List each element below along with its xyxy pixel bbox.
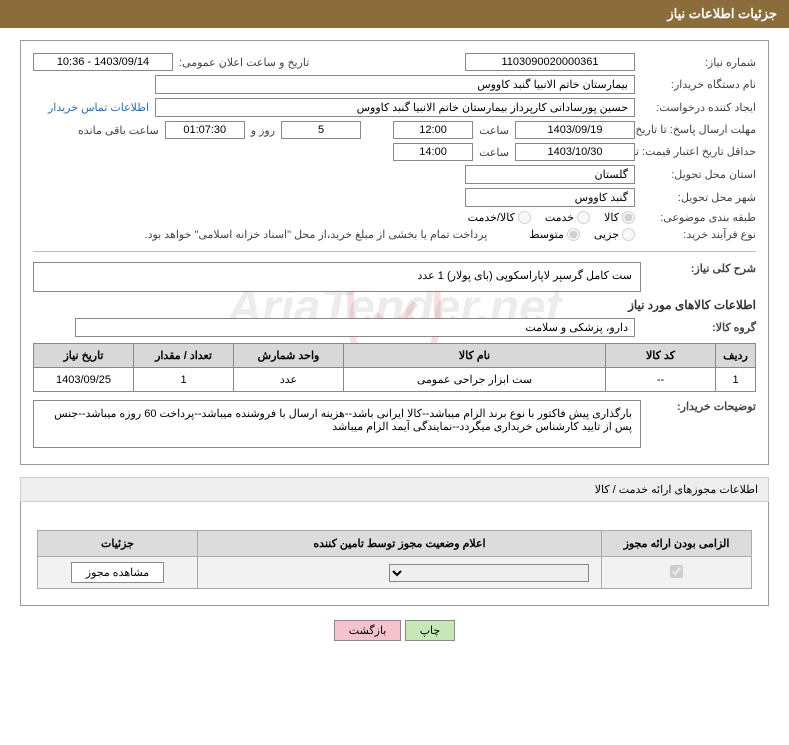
- page-header: جزئیات اطلاعات نیاز: [0, 0, 789, 28]
- validity-time-field: 14:00: [393, 143, 473, 161]
- remain-label: ساعت باقی مانده: [78, 124, 159, 137]
- buyer-org-field: بیمارستان خاتم الانبیا گنبد کاووس: [155, 75, 635, 94]
- radio-jozi[interactable]: جزیی: [594, 228, 635, 241]
- th-unit: واحد شمارش: [234, 344, 344, 368]
- th-code: کد کالا: [606, 344, 716, 368]
- cell-unit: عدد: [234, 368, 344, 392]
- validity-label: حداقل تاریخ اعتبار قیمت: تا تاریخ:: [641, 145, 756, 159]
- need-no-label: شماره نیاز:: [641, 56, 756, 69]
- radio-khadamat[interactable]: خدمت: [545, 211, 590, 224]
- category-label: طبقه بندی موضوعی:: [641, 211, 756, 224]
- license-panel-body: الزامی بودن ارائه مجوز اعلام وضعیت مجوز …: [20, 502, 769, 606]
- announce-label: تاریخ و ساعت اعلان عمومی:: [179, 56, 309, 69]
- deadline-time-field: 12:00: [393, 121, 473, 139]
- cell-rownum: 1: [716, 368, 756, 392]
- city-label: شهر محل تحویل:: [641, 191, 756, 204]
- remain-time-field: 01:07:30: [165, 121, 245, 139]
- group-label: گروه کالا:: [641, 321, 756, 334]
- province-field: گلستان: [465, 165, 635, 184]
- license-mandatory-cell: [602, 557, 752, 589]
- need-no-field: 1103090020000361: [465, 53, 635, 71]
- radio-kalakhadamat[interactable]: کالا/خدمت: [468, 211, 531, 224]
- table-row: 1 -- ست ابزار جراحی عمومی عدد 1 1403/09/…: [34, 368, 756, 392]
- process-label: نوع فرآیند خرید:: [641, 228, 756, 241]
- lth-details: جزئیات: [38, 531, 198, 557]
- separator-1: [33, 251, 756, 252]
- hour-label-1: ساعت: [479, 124, 509, 137]
- th-row: ردیف: [716, 344, 756, 368]
- license-row: مشاهده مجوز: [38, 557, 752, 589]
- print-button[interactable]: چاپ: [405, 620, 456, 641]
- contact-buyer-link[interactable]: اطلاعات تماس خریدار: [48, 101, 149, 114]
- days-count-field: 5: [281, 121, 361, 139]
- th-name: نام کالا: [344, 344, 606, 368]
- license-table: الزامی بودن ارائه مجوز اعلام وضعیت مجوز …: [37, 530, 752, 589]
- mandatory-checkbox: [670, 565, 683, 578]
- main-form-panel: شماره نیاز: 1103090020000361 تاریخ و ساع…: [20, 40, 769, 465]
- th-qty: تعداد / مقدار: [134, 344, 234, 368]
- deadline-date-field: 1403/09/19: [515, 121, 635, 139]
- deadline-label: مهلت ارسال پاسخ: تا تاریخ:: [641, 123, 756, 137]
- license-status-select[interactable]: [389, 564, 589, 582]
- view-license-button[interactable]: مشاهده مجوز: [71, 562, 164, 583]
- province-label: استان محل تحویل:: [641, 168, 756, 181]
- group-field: دارو، پزشکی و سلامت: [75, 318, 635, 337]
- city-field: گنبد کاووس: [465, 188, 635, 207]
- hour-label-2: ساعت: [479, 146, 509, 159]
- overall-desc-label: شرح کلی نیاز:: [647, 262, 756, 275]
- overall-desc-field: ست کامل گرسپر لاپاراسکوپی (بای پولار) 1 …: [33, 262, 641, 292]
- goods-table: ردیف کد کالا نام کالا واحد شمارش تعداد /…: [33, 343, 756, 392]
- requester-label: ایجاد کننده درخواست:: [641, 101, 756, 114]
- validity-date-field: 1403/10/30: [515, 143, 635, 161]
- cell-name: ست ابزار جراحی عمومی: [344, 368, 606, 392]
- requester-field: حسین پورساداتی کارپرداز بیمارستان خاتم ا…: [155, 98, 635, 117]
- license-panel-header: اطلاعات مجوزهای ارائه خدمت / کالا: [20, 477, 769, 502]
- explanation-label: توضیحات خریدار:: [647, 400, 756, 413]
- lth-status: اعلام وضعیت مجوز توسط تامین کننده: [198, 531, 602, 557]
- announce-field: 1403/09/14 - 10:36: [33, 53, 173, 71]
- cell-code: --: [606, 368, 716, 392]
- footer-buttons: چاپ بازگشت: [0, 620, 789, 641]
- radio-kala[interactable]: کالا: [604, 211, 635, 224]
- days-label: روز و: [251, 124, 275, 137]
- th-date: تاریخ نیاز: [34, 344, 134, 368]
- cell-qty: 1: [134, 368, 234, 392]
- process-note: پرداخت تمام یا بخشی از مبلغ خرید،از محل …: [145, 228, 488, 241]
- back-button[interactable]: بازگشت: [334, 620, 402, 641]
- explanation-field: بارگذاری پیش فاکتور با نوع برند الزام می…: [33, 400, 641, 448]
- buyer-org-label: نام دستگاه خریدار:: [641, 78, 756, 91]
- goods-info-title: اطلاعات کالاهای مورد نیاز: [33, 298, 756, 312]
- radio-motavaset[interactable]: متوسط: [529, 228, 580, 241]
- cell-date: 1403/09/25: [34, 368, 134, 392]
- lth-mandatory: الزامی بودن ارائه مجوز: [602, 531, 752, 557]
